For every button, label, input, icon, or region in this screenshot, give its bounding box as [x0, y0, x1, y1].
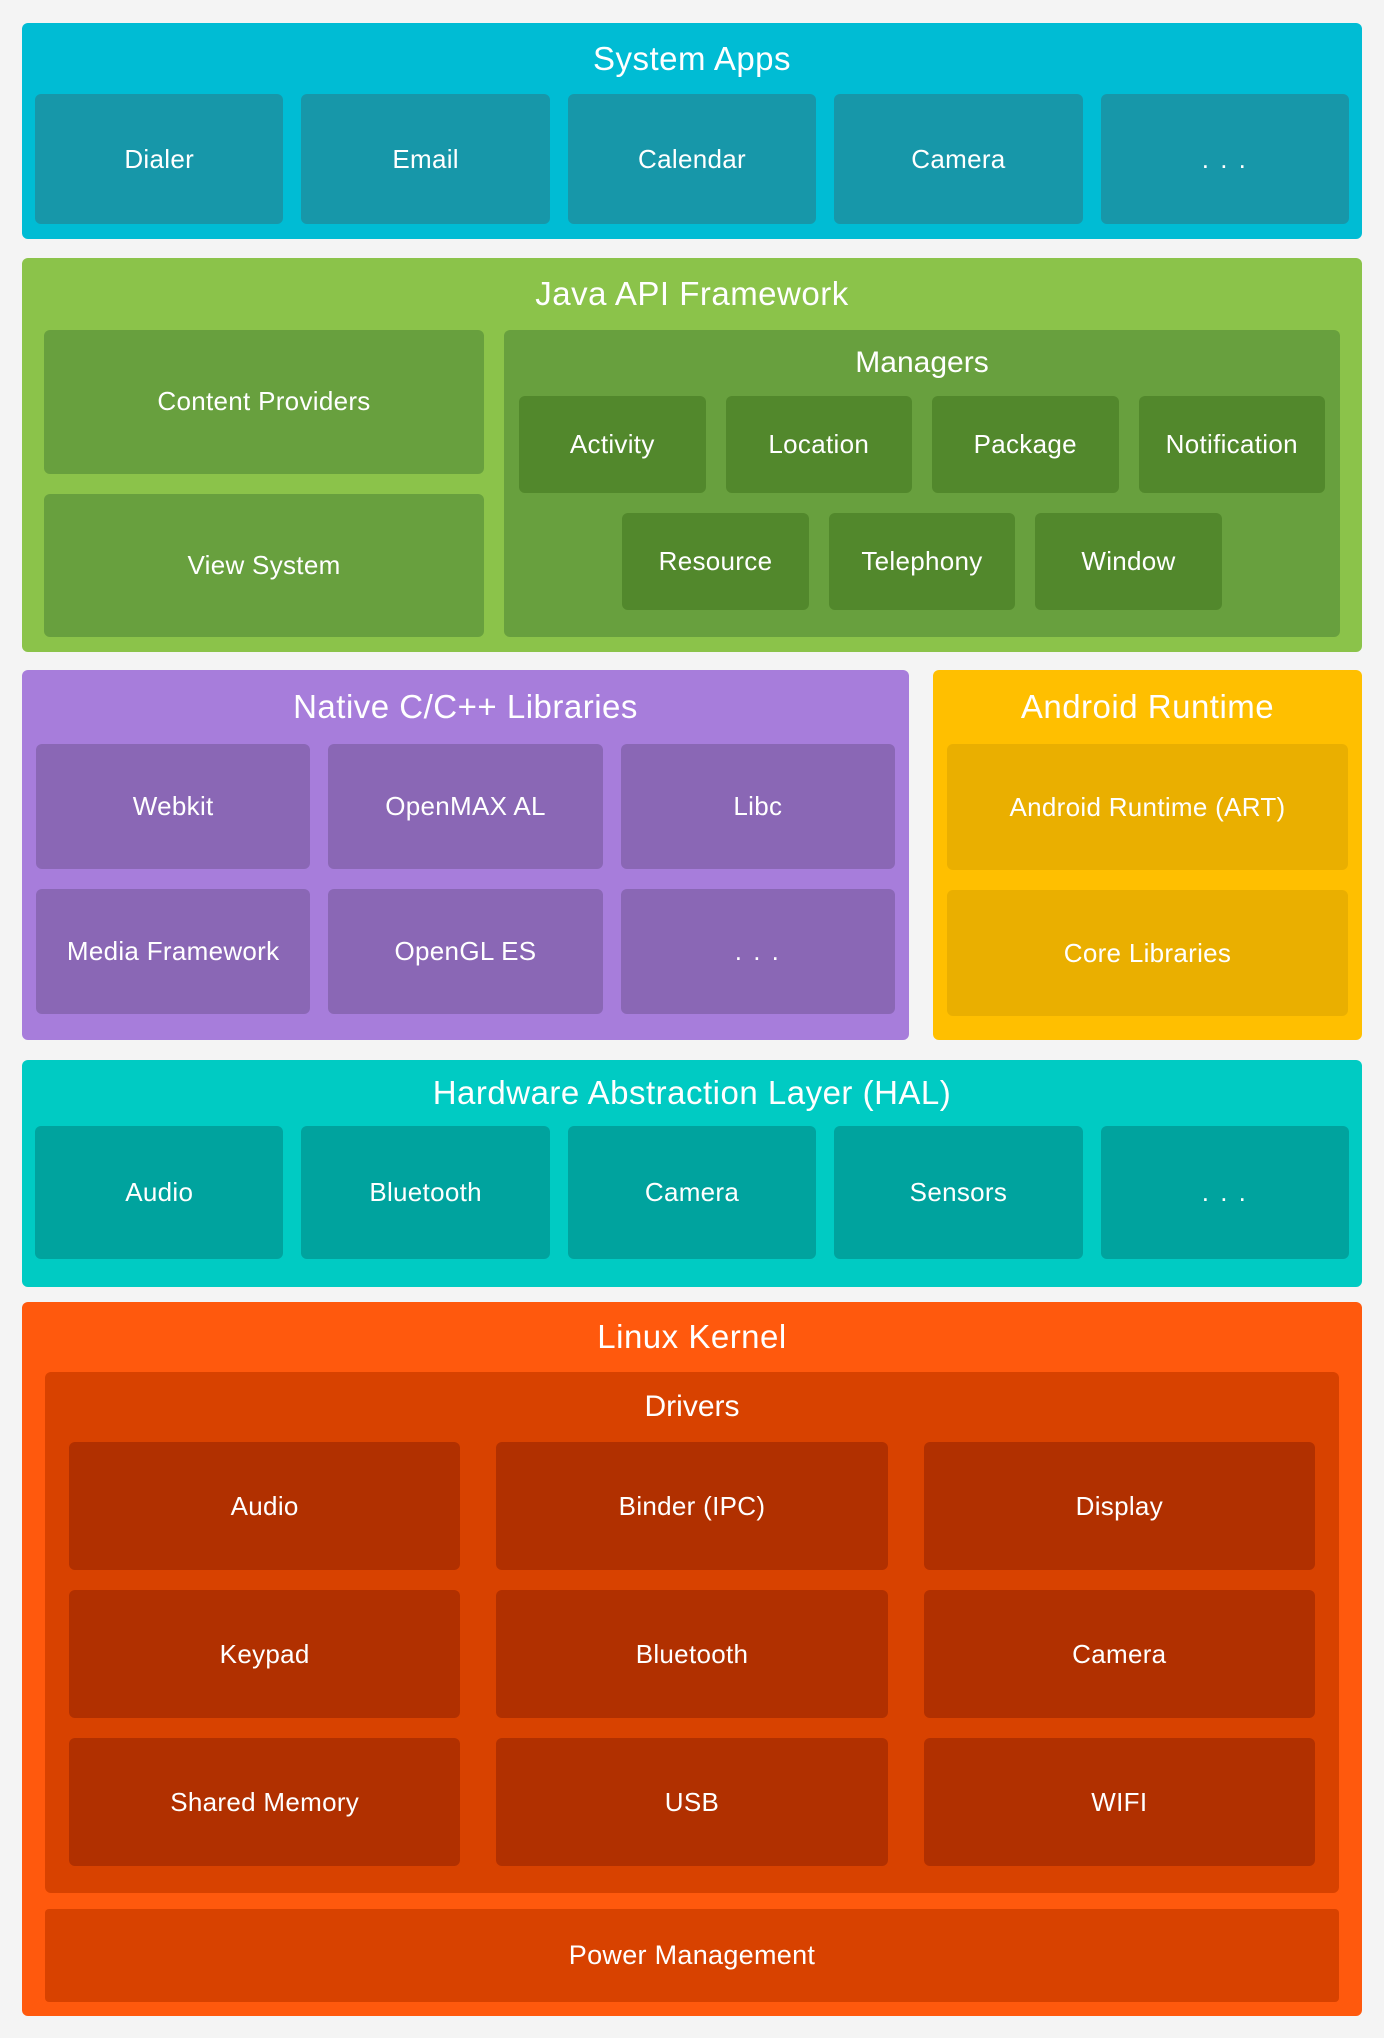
hal-row: Audio Bluetooth Camera Sensors . . . — [22, 1126, 1362, 1259]
native-libraries-row-1: Webkit OpenMAX AL Libc — [22, 744, 909, 869]
native-libraries-title: Native C/C++ Libraries — [293, 688, 638, 725]
drivers-row-1: Audio Binder (IPC) Display — [45, 1442, 1339, 1570]
hal-title: Hardware Abstraction Layer (HAL) — [432, 1074, 952, 1111]
section-system-apps: System Apps Dialer Email Calendar Camera… — [22, 23, 1362, 239]
box-art: Android Runtime (ART) — [947, 744, 1348, 870]
box-driver-camera: Camera — [923, 1590, 1315, 1718]
box-media-framework: Media Framework — [36, 889, 311, 1014]
box-driver-usb: USB — [496, 1738, 888, 1866]
box-driver-keypad: Keypad — [69, 1590, 461, 1718]
system-apps-title: System Apps — [592, 39, 792, 77]
managers-row-2: Resource Telephony Window — [504, 513, 1340, 610]
java-api-framework-title: Java API Framework — [535, 275, 849, 312]
box-power-management: Power Management — [45, 1909, 1339, 2002]
section-native-libraries: Native C/C++ Libraries Webkit OpenMAX AL… — [22, 670, 909, 1040]
box-hal-more: . . . — [1100, 1126, 1350, 1259]
box-driver-binder: Binder (IPC) — [496, 1442, 888, 1570]
box-hal-audio: Audio — [35, 1126, 284, 1259]
drivers-panel: Drivers Audio Binder (IPC) Display Keypa… — [45, 1372, 1339, 1893]
box-webkit: Webkit — [36, 744, 311, 869]
section-android-runtime: Android Runtime Android Runtime (ART) Co… — [933, 670, 1362, 1040]
box-notification: Notification — [1138, 396, 1325, 493]
box-more-libs: . . . — [620, 889, 895, 1014]
android-runtime-title: Android Runtime — [1020, 688, 1275, 725]
box-dialer: Dialer — [35, 94, 284, 224]
box-openmax-al: OpenMAX AL — [328, 744, 603, 869]
box-telephony: Telephony — [828, 513, 1016, 610]
managers-row-1: Activity Location Package Notification — [504, 396, 1340, 493]
managers-title: Managers — [855, 346, 989, 379]
system-apps-row: Dialer Email Calendar Camera . . . — [22, 94, 1362, 224]
box-hal-bluetooth: Bluetooth — [301, 1126, 550, 1259]
box-driver-wifi: WIFI — [923, 1738, 1315, 1866]
middle-row: Native C/C++ Libraries Webkit OpenMAX AL… — [22, 670, 1362, 1040]
box-location: Location — [725, 396, 912, 493]
box-libc: Libc — [620, 744, 895, 869]
java-left-column: Content Providers View System — [44, 330, 484, 637]
section-hal: Hardware Abstraction Layer (HAL) Audio B… — [22, 1060, 1362, 1287]
android-runtime-column: Android Runtime (ART) Core Libraries — [933, 744, 1362, 1016]
box-driver-shared-memory: Shared Memory — [69, 1738, 461, 1866]
box-content-providers: Content Providers — [44, 330, 484, 474]
box-opengl-es: OpenGL ES — [328, 889, 603, 1014]
box-email: Email — [301, 94, 550, 224]
box-resource: Resource — [622, 513, 809, 610]
box-view-system: View System — [44, 493, 484, 637]
drivers-row-2: Keypad Bluetooth Camera — [45, 1590, 1339, 1718]
box-camera-app: Camera — [834, 94, 1083, 224]
box-driver-display: Display — [923, 1442, 1315, 1570]
drivers-title: Drivers — [644, 1390, 740, 1423]
box-core-libraries: Core Libraries — [947, 890, 1348, 1016]
section-linux-kernel: Linux Kernel Drivers Audio Binder (IPC) … — [22, 1302, 1362, 2016]
box-hal-sensors: Sensors — [834, 1126, 1083, 1259]
box-hal-camera: Camera — [567, 1126, 817, 1259]
drivers-row-3: Shared Memory USB WIFI — [45, 1738, 1339, 1866]
box-activity: Activity — [519, 396, 706, 493]
box-calendar: Calendar — [567, 94, 817, 224]
box-window: Window — [1035, 513, 1222, 610]
native-libraries-row-2: Media Framework OpenGL ES . . . — [22, 889, 909, 1014]
box-more-apps: . . . — [1100, 94, 1350, 224]
box-driver-bluetooth: Bluetooth — [496, 1590, 888, 1718]
box-driver-audio: Audio — [69, 1442, 461, 1570]
box-package: Package — [932, 396, 1119, 493]
managers-panel: Managers Activity Location Package Notif… — [504, 330, 1340, 637]
linux-kernel-title: Linux Kernel — [597, 1318, 787, 1355]
section-java-api-framework: Java API Framework Content Providers Vie… — [22, 258, 1362, 652]
java-api-framework-content: Content Providers View System Managers A… — [22, 330, 1362, 637]
